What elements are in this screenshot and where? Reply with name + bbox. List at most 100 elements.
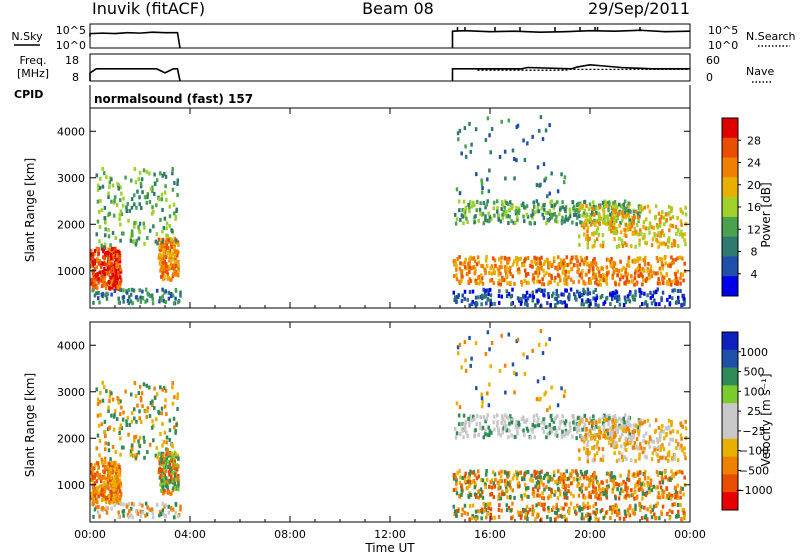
velocity-cell <box>477 495 481 500</box>
velocity-cell <box>171 470 175 475</box>
power-cell <box>508 256 511 261</box>
power-cell <box>168 237 172 242</box>
power-cell <box>480 178 483 183</box>
power-cell <box>532 204 536 209</box>
power-cell <box>168 265 172 270</box>
power-cell <box>462 221 465 226</box>
velocity-cell <box>603 434 606 439</box>
power-cell <box>477 218 480 223</box>
power-cell <box>588 215 592 220</box>
velocity-cell <box>470 516 474 521</box>
velocity-cell <box>667 496 671 501</box>
power-cell <box>602 301 605 306</box>
power-cell <box>455 263 458 268</box>
power-cell <box>564 214 568 219</box>
velocity-cell <box>558 421 562 426</box>
power-cell <box>665 218 668 223</box>
velocity-cell <box>588 477 591 482</box>
power-cell <box>567 262 571 267</box>
power-cell <box>470 302 474 307</box>
power-cell <box>99 198 102 203</box>
power-cell <box>513 176 516 181</box>
power-cell <box>160 254 163 259</box>
power-cell <box>582 302 585 307</box>
power-cell <box>523 205 526 210</box>
power-cell <box>112 213 116 218</box>
velocity-cell <box>585 426 588 431</box>
velocity-cell <box>540 495 544 500</box>
power-cell <box>679 219 683 224</box>
velocity-cell <box>536 419 540 424</box>
velocity-cell <box>532 490 536 495</box>
velocity-cell <box>112 483 116 488</box>
velocity-cell <box>662 429 666 434</box>
power-cell <box>636 211 640 216</box>
power-cell <box>611 294 614 299</box>
velocity-cell <box>526 485 530 490</box>
power-cell <box>463 289 467 294</box>
velocity-cell <box>609 473 612 478</box>
velocity-cell <box>613 423 617 428</box>
velocity-cell <box>613 451 616 456</box>
power-cell <box>562 261 565 266</box>
velocity-cell <box>668 442 671 447</box>
freq-label: Freq. <box>19 54 46 67</box>
velocity-cell <box>674 489 678 494</box>
power-cell <box>473 259 477 264</box>
power-cell <box>113 260 117 265</box>
power-cell <box>171 252 175 257</box>
power-cell <box>593 243 596 248</box>
velocity-cell <box>452 504 456 509</box>
velocity-cell <box>565 517 568 522</box>
power-cell <box>609 292 612 297</box>
velocity-cell <box>639 423 642 428</box>
power-cell <box>523 301 527 306</box>
velocity-cell <box>639 508 642 513</box>
freq-trace-b <box>451 63 690 81</box>
velocity-cell <box>541 351 545 356</box>
velocity-cell <box>520 417 524 422</box>
velocity-cell <box>160 488 163 493</box>
velocity-cell <box>623 420 626 425</box>
power-cell <box>583 290 587 295</box>
power-cell <box>638 263 641 268</box>
velocity-colorbar-band <box>722 474 738 493</box>
power-cell <box>104 219 107 224</box>
power-cell <box>96 199 100 204</box>
noise-right-tick-top: 10^5 <box>708 24 738 37</box>
power-cell <box>633 282 636 287</box>
power-cell <box>514 220 517 225</box>
velocity-cell <box>520 494 523 499</box>
power-cell <box>503 149 507 154</box>
power-cell <box>592 212 596 217</box>
velocity-cell <box>161 453 165 458</box>
power-cell <box>99 265 103 270</box>
power-cell <box>138 221 142 226</box>
velocity-cell <box>585 417 588 422</box>
power-cell <box>525 290 529 295</box>
velocity-cell <box>146 505 149 510</box>
velocity-cell <box>654 485 658 490</box>
power-cell <box>454 221 458 226</box>
velocity-cell <box>601 421 605 426</box>
velocity-cell <box>630 488 633 493</box>
velocity-cell <box>578 476 582 481</box>
velocity-cell <box>469 480 473 485</box>
power-cell <box>673 239 677 244</box>
colorbar-tick-label: 24 <box>747 157 761 170</box>
power-cell <box>104 286 108 291</box>
power-cell <box>108 180 112 185</box>
power-cell <box>536 270 540 275</box>
power-cell <box>464 144 467 149</box>
power-cell <box>650 243 654 248</box>
power-cell <box>553 278 556 283</box>
power-cell <box>98 270 102 275</box>
velocity-cell <box>455 401 459 406</box>
power-cell <box>130 229 134 234</box>
power-cell <box>590 209 594 214</box>
power-cell <box>640 291 643 296</box>
velocity-cell <box>110 492 113 497</box>
power-cell <box>642 224 645 229</box>
power-cell <box>152 209 155 214</box>
